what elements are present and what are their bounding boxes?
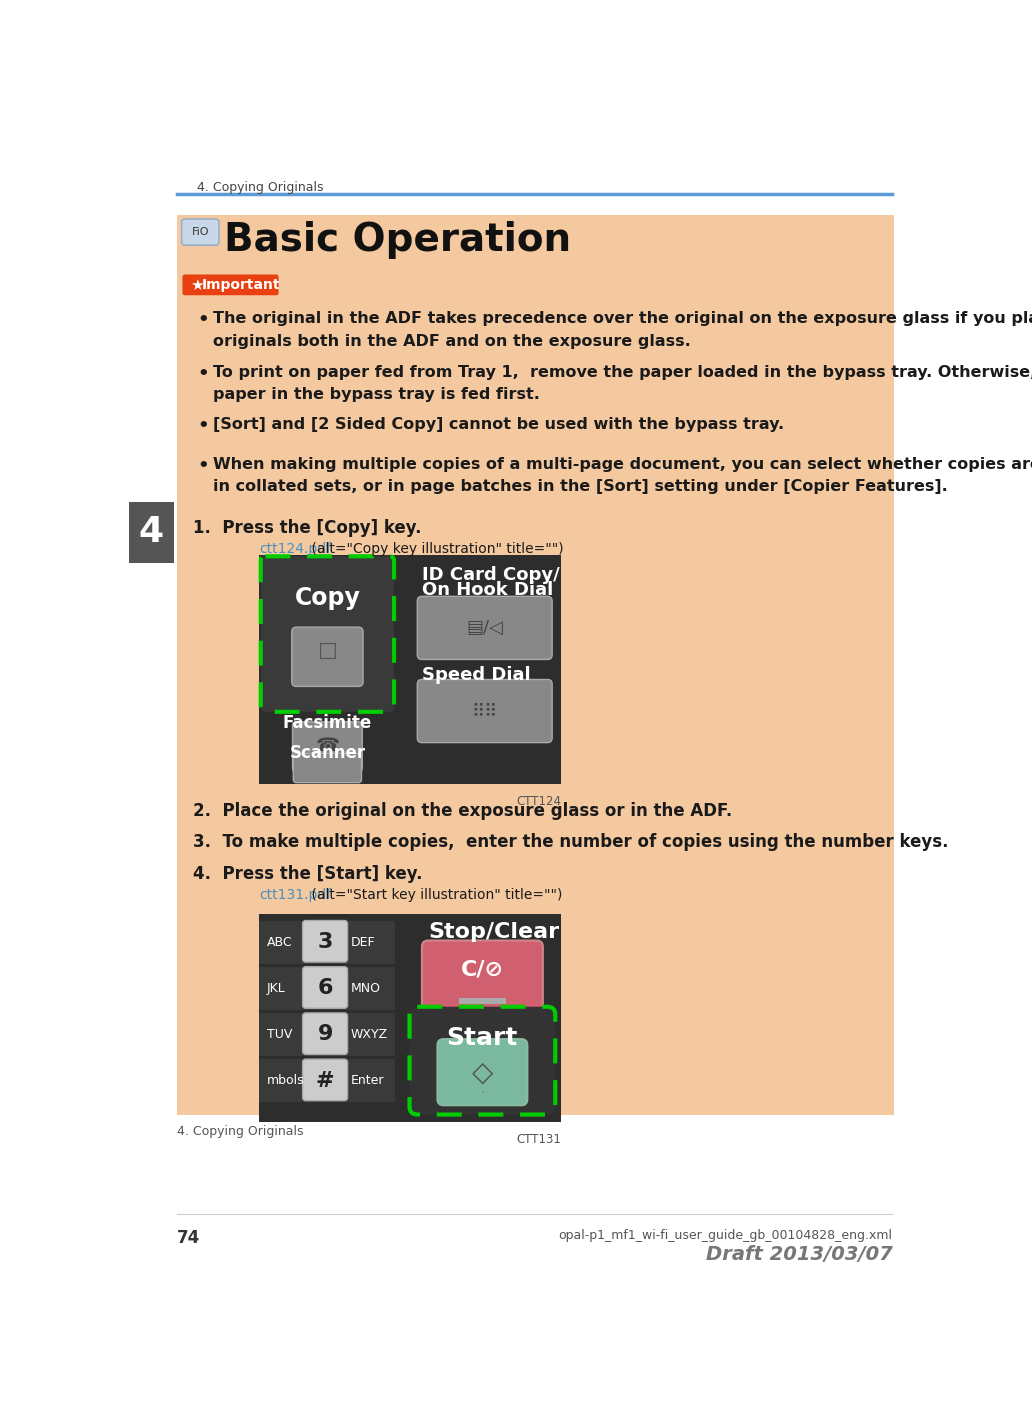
Text: ▤/◁: ▤/◁	[466, 620, 504, 637]
Text: 3.  To make multiple copies,  enter the number of copies using the number keys.: 3. To make multiple copies, enter the nu…	[193, 833, 948, 851]
Text: Draft 2013/03/07: Draft 2013/03/07	[706, 1245, 893, 1263]
Bar	[178, 267, 894, 1114]
Text: ◇: ◇	[472, 1059, 493, 1086]
Text: C/⊘: C/⊘	[461, 959, 504, 980]
Text: TUV: TUV	[267, 1027, 292, 1042]
FancyBboxPatch shape	[183, 274, 279, 296]
Text: When making multiple copies of a multi-page document, you can select whether cop: When making multiple copies of a multi-p…	[213, 458, 1032, 495]
Text: 2.  Place the original on the exposure glass or in the ADF.: 2. Place the original on the exposure gl…	[193, 801, 732, 820]
Text: To print on paper fed from Tray 1,  remove the paper loaded in the bypass tray. : To print on paper fed from Tray 1, remov…	[213, 365, 1032, 402]
Bar	[259, 1059, 395, 1103]
Text: Start: Start	[447, 1026, 518, 1050]
Text: 4. Copying Originals: 4. Copying Originals	[197, 182, 324, 195]
Text: •: •	[197, 365, 208, 382]
Text: •: •	[197, 416, 208, 435]
Text: ·: ·	[480, 1086, 485, 1100]
Text: #: #	[316, 1070, 334, 1091]
Text: 4: 4	[139, 516, 164, 550]
FancyBboxPatch shape	[292, 722, 362, 772]
FancyBboxPatch shape	[292, 627, 363, 686]
FancyBboxPatch shape	[302, 1013, 348, 1054]
Text: CTT131: CTT131	[517, 1133, 561, 1145]
Text: FiO: FiO	[192, 227, 209, 237]
FancyBboxPatch shape	[302, 921, 348, 962]
Text: 4. Copying Originals: 4. Copying Originals	[178, 1125, 303, 1138]
Bar	[184, 276, 886, 296]
Text: On Hook Dial: On Hook Dial	[422, 581, 553, 598]
Bar	[178, 215, 894, 267]
Text: Facsimite: Facsimite	[283, 715, 372, 732]
FancyBboxPatch shape	[182, 219, 219, 246]
Text: (alt="Start key illustration" title=""): (alt="Start key illustration" title="")	[308, 888, 562, 902]
Text: •: •	[197, 311, 208, 330]
Text: 4.  Press the [Start] key.: 4. Press the [Start] key.	[193, 865, 422, 882]
FancyBboxPatch shape	[410, 1006, 555, 1114]
Text: ctt124.pdf: ctt124.pdf	[259, 543, 331, 557]
Text: Stop/Clear: Stop/Clear	[428, 922, 559, 942]
FancyBboxPatch shape	[293, 753, 361, 783]
Text: 1.  Press the [Copy] key.: 1. Press the [Copy] key.	[193, 519, 421, 537]
FancyBboxPatch shape	[302, 1059, 348, 1101]
Text: ABC: ABC	[267, 935, 293, 949]
Text: Enter: Enter	[351, 1074, 384, 1087]
Text: mbols: mbols	[267, 1074, 304, 1087]
Text: ☎: ☎	[315, 736, 340, 755]
Text: ★: ★	[190, 277, 204, 293]
Text: (alt="Copy key illustration" title=""): (alt="Copy key illustration" title="")	[308, 543, 563, 557]
Text: ⠿⠿: ⠿⠿	[472, 702, 497, 720]
Text: Speed Dial: Speed Dial	[422, 665, 530, 684]
Text: Basic Operation: Basic Operation	[224, 222, 571, 260]
Text: JKL: JKL	[267, 982, 286, 995]
Text: ID Card Copy/: ID Card Copy/	[422, 566, 559, 584]
Text: 6: 6	[317, 978, 333, 999]
Text: MNO: MNO	[351, 982, 381, 995]
Text: ctt131.pdf: ctt131.pdf	[259, 888, 331, 902]
Text: DEF: DEF	[351, 935, 376, 949]
FancyBboxPatch shape	[417, 597, 552, 659]
Text: 3: 3	[318, 932, 332, 952]
Bar	[459, 998, 506, 1003]
Bar	[129, 502, 174, 563]
Text: opal-p1_mf1_wi-fi_user_guide_gb_00104828_eng.xml: opal-p1_mf1_wi-fi_user_guide_gb_00104828…	[558, 1229, 893, 1242]
Bar	[259, 554, 561, 784]
Text: 9: 9	[318, 1025, 332, 1044]
Text: •: •	[197, 458, 208, 475]
FancyBboxPatch shape	[417, 679, 552, 743]
Text: The original in the ADF takes precedence over the original on the exposure glass: The original in the ADF takes precedence…	[213, 311, 1032, 348]
FancyBboxPatch shape	[438, 1039, 527, 1106]
Text: Copy: Copy	[294, 585, 360, 610]
FancyBboxPatch shape	[302, 966, 348, 1009]
Bar	[259, 914, 561, 1123]
Text: CTT124: CTT124	[516, 794, 561, 809]
Text: Scanner: Scanner	[289, 745, 365, 762]
Bar	[259, 966, 395, 1010]
Text: Important: Important	[202, 279, 281, 293]
FancyBboxPatch shape	[422, 941, 543, 1015]
Text: 74: 74	[178, 1229, 200, 1248]
Bar	[259, 921, 395, 963]
Bar	[259, 1013, 395, 1056]
Text: ☐: ☐	[318, 644, 337, 664]
FancyBboxPatch shape	[261, 556, 394, 712]
Text: WXYZ: WXYZ	[351, 1027, 388, 1042]
Text: [Sort] and [2 Sided Copy] cannot be used with the bypass tray.: [Sort] and [2 Sided Copy] cannot be used…	[213, 416, 784, 432]
